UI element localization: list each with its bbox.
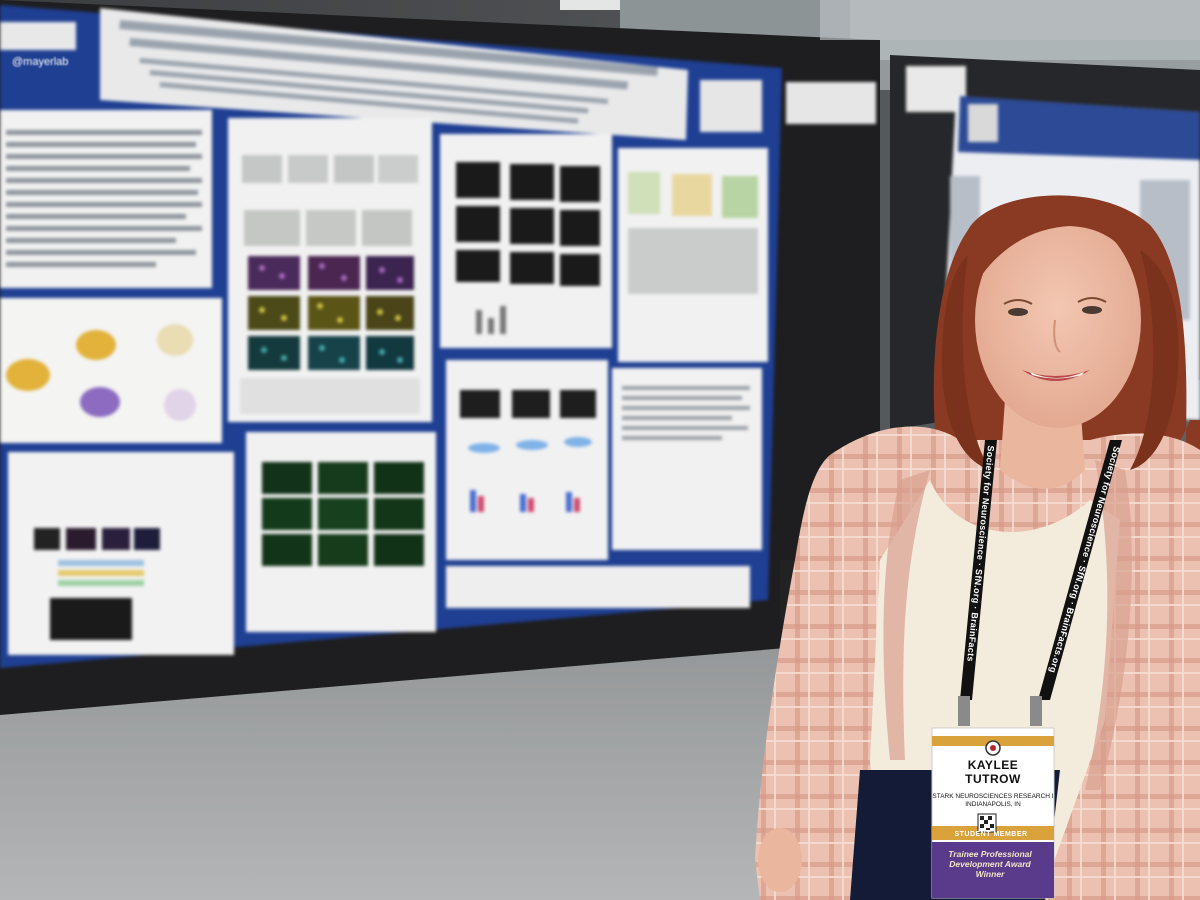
- badge-member-type: STUDENT MEMBER: [954, 831, 1028, 838]
- badge-last-name: TUTROW: [965, 772, 1021, 786]
- badge-first-name: KAYLEE: [967, 758, 1019, 772]
- badge-award-line2: Development Award Winner: [949, 859, 1031, 879]
- poster-twitter-handle: @mayerlab: [12, 56, 69, 68]
- badge-affiliation-line1: STARK NEUROSCIENCES RESEARCH I: [932, 793, 1054, 800]
- badge-name: KAYLEE TUTROW: [938, 758, 1048, 786]
- badge-affiliation-line2: INDIANAPOLIS, IN: [965, 801, 1021, 808]
- badge-affiliation: STARK NEUROSCIENCES RESEARCH I INDIANAPO…: [932, 793, 1054, 809]
- badge-award: Trainee Professional Development Award W…: [934, 849, 1046, 879]
- badge-award-line1: Trainee Professional: [948, 849, 1032, 859]
